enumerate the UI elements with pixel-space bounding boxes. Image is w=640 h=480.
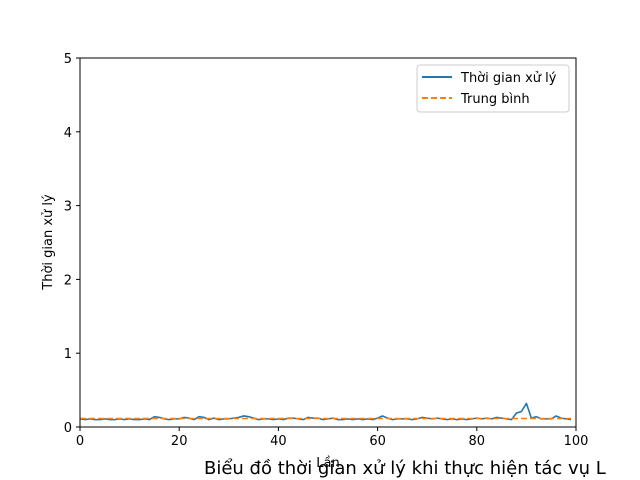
- y-axis-label: Thời gian xử lý: [41, 194, 56, 291]
- series-layer: [79, 402, 572, 421]
- x-tick-label: 40: [270, 434, 287, 449]
- x-tick-label: 60: [369, 434, 386, 449]
- plot-area: [80, 58, 576, 427]
- x-tick-label: 20: [171, 434, 188, 449]
- axes-layer: 0 20 40 60 80 100 0 1 2 3 4 5: [64, 52, 589, 449]
- x-tick-label: 0: [76, 434, 84, 449]
- y-tick-label: 3: [64, 200, 72, 215]
- legend-label-processing-time: Thời gian xử lý: [460, 71, 557, 86]
- y-tick-label: 4: [64, 126, 72, 141]
- axes-frame: [79, 57, 577, 428]
- x-tick-label: 80: [469, 434, 486, 449]
- legend-label-average: Trung bình: [460, 92, 530, 107]
- y-tick-label: 0: [64, 421, 72, 436]
- y-tick-label: 1: [64, 347, 72, 362]
- chart-title: Biểu đồ thời gian xử lý khi thực hiện tá…: [204, 458, 606, 479]
- x-axis-label: Lần: [316, 456, 339, 471]
- legend-frame: [416, 64, 570, 113]
- x-tick-label: 100: [564, 434, 589, 449]
- y-tick-label: 2: [64, 273, 72, 288]
- legend: Thời gian xử lý Trung bình: [416, 64, 570, 113]
- y-tick-label: 5: [64, 52, 72, 67]
